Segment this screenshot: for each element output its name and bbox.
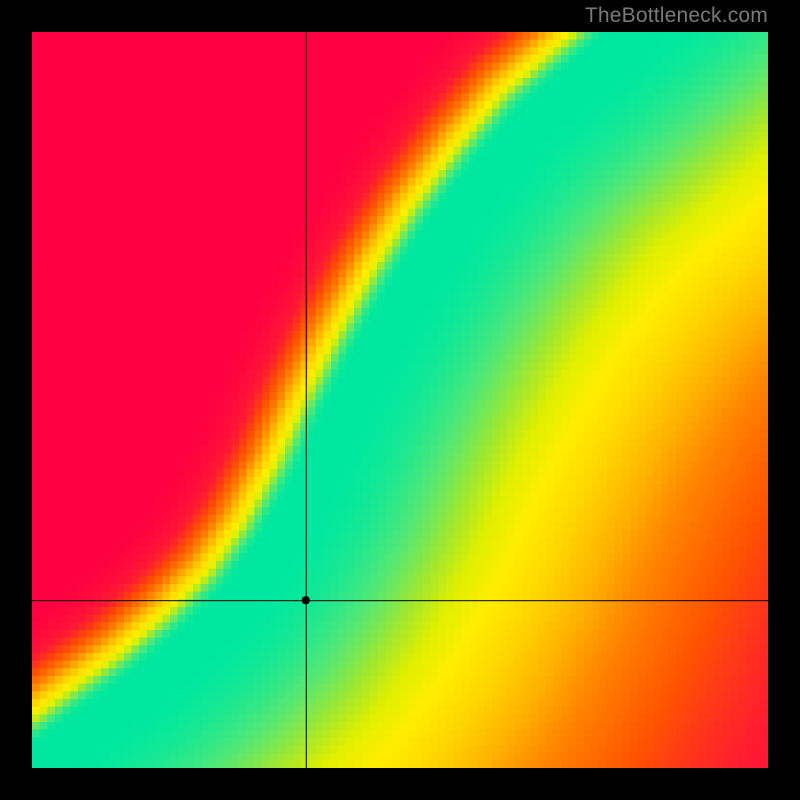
watermark-text: TheBottleneck.com: [585, 4, 768, 28]
heatmap-chart: [32, 32, 768, 768]
